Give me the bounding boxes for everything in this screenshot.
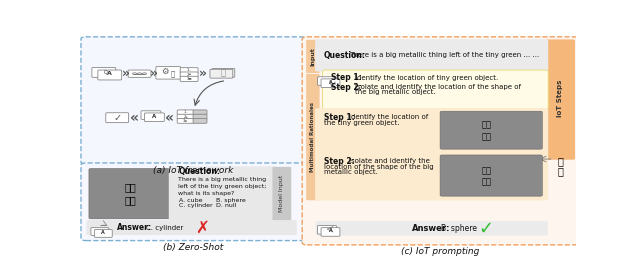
Text: (a) IoT framework: (a) IoT framework xyxy=(153,166,234,175)
Text: 1..: 1.. xyxy=(184,110,188,114)
Text: 🏔: 🏔 xyxy=(220,69,225,78)
Text: A: A xyxy=(101,230,105,235)
Text: 3≡: 3≡ xyxy=(186,77,192,81)
FancyBboxPatch shape xyxy=(273,167,291,221)
Text: A: A xyxy=(108,71,112,76)
Text: ✓: ✓ xyxy=(113,113,121,123)
FancyBboxPatch shape xyxy=(81,163,306,241)
FancyBboxPatch shape xyxy=(94,230,112,237)
Text: Isolate and identify the: Isolate and identify the xyxy=(349,158,429,164)
Text: Identify the location of tiny green object.: Identify the location of tiny green obje… xyxy=(355,75,499,81)
FancyBboxPatch shape xyxy=(323,70,548,109)
Text: 3≡: 3≡ xyxy=(183,119,188,123)
FancyBboxPatch shape xyxy=(106,113,129,123)
Text: 🟦🟨
🟪🔘: 🟦🟨 🟪🔘 xyxy=(125,183,136,205)
Text: 🟦🟨
🟪🔘: 🟦🟨 🟪🔘 xyxy=(482,167,492,186)
FancyBboxPatch shape xyxy=(193,110,207,115)
Text: ⚙: ⚙ xyxy=(161,67,169,76)
FancyBboxPatch shape xyxy=(89,169,172,219)
FancyBboxPatch shape xyxy=(440,155,542,196)
Text: B. sphere: B. sphere xyxy=(216,198,246,203)
Text: Q: Q xyxy=(104,69,108,74)
Text: the tiny green object.: the tiny green object. xyxy=(324,120,399,126)
Text: «: « xyxy=(164,111,174,125)
Text: There is a big metallic thing left of the tiny green ... ...: There is a big metallic thing left of th… xyxy=(349,52,540,58)
Text: There is a big metallic thing
left of the tiny green object;
what is its shape?: There is a big metallic thing left of th… xyxy=(178,177,267,195)
FancyBboxPatch shape xyxy=(141,111,161,119)
FancyBboxPatch shape xyxy=(98,70,122,80)
FancyBboxPatch shape xyxy=(315,39,548,72)
FancyBboxPatch shape xyxy=(169,166,276,221)
FancyBboxPatch shape xyxy=(156,67,180,79)
Text: 2═: 2═ xyxy=(184,115,188,119)
FancyBboxPatch shape xyxy=(193,114,207,119)
Text: Step 2:: Step 2: xyxy=(332,83,362,92)
FancyBboxPatch shape xyxy=(92,67,116,77)
Text: location of the shape of the big: location of the shape of the big xyxy=(324,164,434,170)
Text: A: A xyxy=(328,228,332,233)
Text: Step 2:: Step 2: xyxy=(324,157,355,166)
Text: Step 1:: Step 1: xyxy=(324,113,355,122)
FancyBboxPatch shape xyxy=(316,221,548,235)
Text: ✓: ✓ xyxy=(479,220,494,237)
FancyBboxPatch shape xyxy=(177,118,194,123)
FancyBboxPatch shape xyxy=(81,37,306,164)
Text: C. cylinder: C. cylinder xyxy=(146,225,183,231)
FancyBboxPatch shape xyxy=(180,72,198,77)
FancyBboxPatch shape xyxy=(145,113,164,122)
Text: Question:: Question: xyxy=(178,167,220,176)
Text: the big metallic object.: the big metallic object. xyxy=(355,89,436,95)
FancyBboxPatch shape xyxy=(180,68,198,73)
Text: Input: Input xyxy=(310,47,315,66)
FancyBboxPatch shape xyxy=(86,220,297,235)
Text: metallic object.: metallic object. xyxy=(324,169,378,176)
Text: (c) IoT prompting: (c) IoT prompting xyxy=(401,247,479,256)
FancyBboxPatch shape xyxy=(545,39,575,160)
Text: »: » xyxy=(122,67,130,80)
FancyBboxPatch shape xyxy=(91,228,109,235)
Text: A. cube: A. cube xyxy=(179,198,203,203)
Text: ✗: ✗ xyxy=(195,219,209,237)
FancyBboxPatch shape xyxy=(317,225,337,234)
Text: Identify the location of: Identify the location of xyxy=(349,114,428,120)
Text: B. sphere: B. sphere xyxy=(440,224,477,233)
Text: Model Input: Model Input xyxy=(280,175,284,213)
Text: 🔧
🏭: 🔧 🏭 xyxy=(557,156,563,177)
Text: Step 1:: Step 1: xyxy=(332,73,362,82)
Text: Answer:: Answer: xyxy=(412,224,451,233)
FancyBboxPatch shape xyxy=(321,228,340,236)
Text: Isolate and identify the location of the shape of: Isolate and identify the location of the… xyxy=(355,84,521,90)
Text: 🔍: 🔍 xyxy=(171,71,175,78)
Text: (b) Zero-Shot: (b) Zero-Shot xyxy=(163,243,223,252)
Text: 1..: 1.. xyxy=(187,68,191,72)
Text: Question:: Question: xyxy=(324,51,366,60)
Text: IoT Steps: IoT Steps xyxy=(557,80,563,117)
FancyBboxPatch shape xyxy=(302,37,579,245)
FancyBboxPatch shape xyxy=(315,152,548,200)
Text: 🟦🟨
🟪🔘: 🟦🟨 🟪🔘 xyxy=(482,121,492,141)
Text: D. null: D. null xyxy=(216,202,237,207)
FancyBboxPatch shape xyxy=(321,79,340,87)
Text: C. cylinder: C. cylinder xyxy=(179,202,213,207)
FancyBboxPatch shape xyxy=(306,40,319,73)
FancyBboxPatch shape xyxy=(180,76,198,81)
Text: Multimodal Rationales: Multimodal Rationales xyxy=(310,102,315,172)
Text: »: » xyxy=(149,67,157,80)
Text: A: A xyxy=(328,80,332,85)
Text: «: « xyxy=(130,111,139,125)
FancyBboxPatch shape xyxy=(317,77,337,85)
Text: Answer:: Answer: xyxy=(117,223,152,232)
FancyBboxPatch shape xyxy=(210,69,233,78)
Text: »: » xyxy=(199,67,207,80)
FancyBboxPatch shape xyxy=(177,114,194,119)
FancyBboxPatch shape xyxy=(128,70,151,77)
FancyBboxPatch shape xyxy=(315,108,548,153)
FancyBboxPatch shape xyxy=(212,68,235,77)
FancyBboxPatch shape xyxy=(440,111,542,149)
FancyBboxPatch shape xyxy=(306,74,319,200)
Text: 2═: 2═ xyxy=(187,73,191,76)
Text: A: A xyxy=(152,114,157,119)
FancyBboxPatch shape xyxy=(193,118,207,123)
FancyBboxPatch shape xyxy=(177,110,194,115)
